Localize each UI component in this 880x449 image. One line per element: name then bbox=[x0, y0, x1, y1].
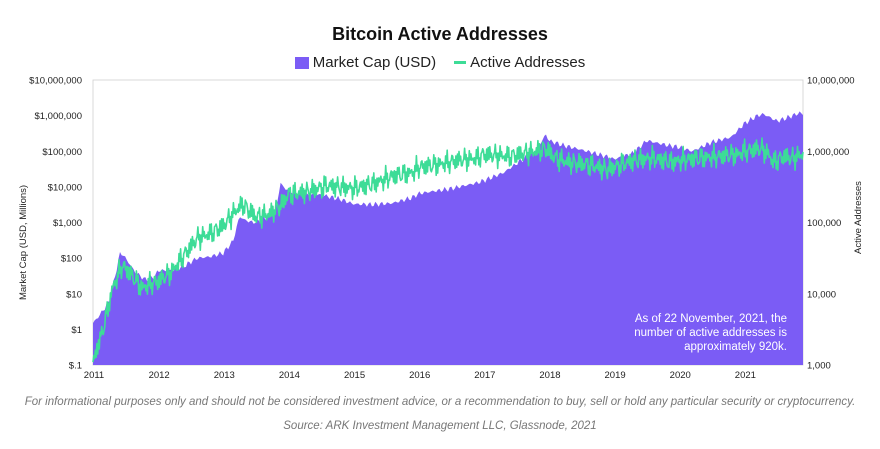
x-tick-label: 2020 bbox=[670, 370, 691, 381]
right-axis-title: Active Addresses bbox=[853, 181, 864, 254]
left-tick-label: $100 bbox=[61, 254, 82, 265]
right-tick-label: 10,000,000 bbox=[807, 76, 855, 87]
x-tick-label: 2013 bbox=[214, 370, 235, 381]
x-tick-label: 2018 bbox=[539, 370, 560, 381]
active-addresses-line bbox=[92, 137, 804, 363]
left-tick-label: $10 bbox=[66, 289, 82, 300]
left-tick-label: $1 bbox=[71, 325, 82, 336]
active-addresses-swatch-icon bbox=[454, 61, 467, 64]
annotation-note-line: number of active addresses is bbox=[634, 327, 787, 339]
left-tick-label: $1,000 bbox=[53, 218, 82, 229]
x-tick-label: 2012 bbox=[149, 370, 170, 381]
left-tick-label: $.1 bbox=[69, 361, 82, 372]
left-tick-label: $10,000,000 bbox=[29, 76, 82, 87]
x-tick-label: 2016 bbox=[409, 370, 430, 381]
market-cap-area bbox=[93, 111, 803, 366]
x-tick-label: 2014 bbox=[279, 370, 300, 381]
legend-item-active-addresses[interactable]: Active Addresses bbox=[454, 54, 585, 71]
legend: Market Cap (USD) Active Addresses bbox=[0, 54, 880, 71]
left-tick-label: $1,000,000 bbox=[34, 111, 82, 122]
legend-label-active-addresses: Active Addresses bbox=[470, 54, 586, 71]
source-note: Source: ARK Investment Management LLC, G… bbox=[283, 420, 597, 432]
left-axis-title: Market Cap (USD, Millions) bbox=[18, 185, 29, 300]
disclaimer-footnote: For informational purposes only and shou… bbox=[24, 396, 856, 408]
x-tick-label: 2019 bbox=[605, 370, 626, 381]
left-tick-label: $10,000 bbox=[48, 182, 82, 193]
right-tick-label: 1,000 bbox=[807, 361, 831, 372]
right-tick-label: 100,000 bbox=[807, 218, 841, 229]
x-tick-label: 2011 bbox=[84, 370, 104, 381]
legend-item-market-cap[interactable]: Market Cap (USD) bbox=[294, 54, 437, 71]
annotation-note-line: As of 22 November, 2021, the bbox=[635, 313, 787, 325]
chart-title: Bitcoin Active Addresses bbox=[332, 24, 548, 44]
x-tick-label: 2021 bbox=[735, 370, 756, 381]
annotation-note-line: approximately 920k. bbox=[684, 341, 787, 353]
right-tick-label: 1,000,000 bbox=[807, 147, 849, 158]
left-tick-label: $100,000 bbox=[42, 147, 82, 158]
right-tick-label: 10,000 bbox=[807, 289, 836, 300]
legend-label-market-cap: Market Cap (USD) bbox=[312, 54, 437, 71]
x-tick-label: 2015 bbox=[344, 370, 365, 381]
market-cap-swatch-icon bbox=[294, 56, 309, 69]
x-tick-label: 2017 bbox=[474, 370, 495, 381]
